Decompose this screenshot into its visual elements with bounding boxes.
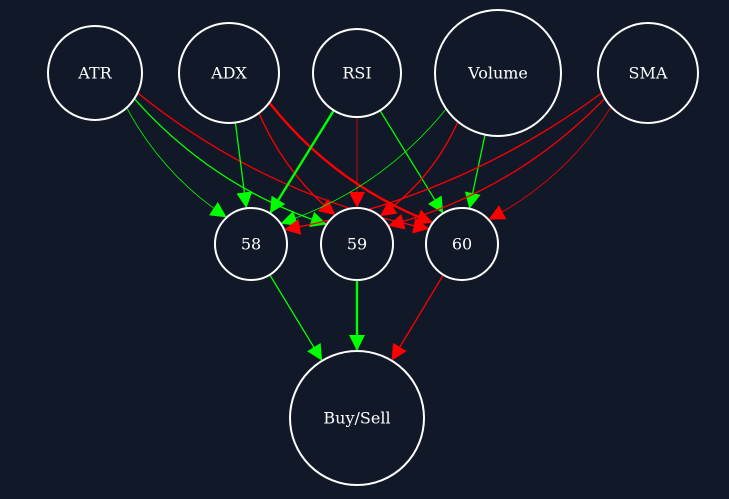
node-adx-label: ADX [210,64,247,83]
node-adx: ADX [178,22,280,124]
node-volume-circle [434,9,562,137]
edge-volume-to-h58 [280,108,447,227]
node-59-circle [320,207,394,281]
node-sma: SMA [597,22,699,124]
node-sma-label: SMA [629,64,668,83]
node-58-circle [214,207,288,281]
node-buy-sell-circle [289,350,425,486]
node-buy-sell: Buy/Sell [289,350,425,486]
node-atr-label: ATR [77,64,112,83]
node-adx-circle [178,22,280,124]
edge-adx-to-h60 [268,101,434,225]
node-59-label: 59 [347,235,367,254]
edge-volume-to-h59 [379,121,459,217]
nodes-layer: ATR ADX RSI Volume SMA 58 59 60 [47,9,699,486]
node-atr: ATR [47,25,143,121]
node-60-circle [425,207,499,281]
edge-h60-to-out [391,274,444,361]
node-rsi-label: RSI [342,64,371,83]
edge-atr-to-h60 [137,92,430,234]
node-rsi: RSI [312,28,402,118]
node-59: 59 [320,207,394,281]
edge-h58-to-out [269,274,323,362]
edge-volume-to-h60 [464,134,486,209]
edge-sma-to-h59 [387,97,606,230]
node-58: 58 [214,207,288,281]
node-58-label: 58 [241,235,261,254]
edge-atr-to-h59 [133,98,328,228]
node-rsi-circle [312,28,402,118]
node-atr-circle [47,25,143,121]
edge-adx-to-h58 [234,122,253,209]
node-buy-sell-label: Buy/Sell [323,409,390,428]
edge-rsi-to-h60 [379,110,444,214]
edge-sma-to-h60 [488,106,612,220]
node-volume-label: Volume [467,64,528,83]
node-volume: Volume [434,9,562,137]
node-60: 60 [425,207,499,281]
edge-rsi-to-h58 [268,109,335,215]
node-60-label: 60 [452,235,472,254]
node-sma-circle [597,22,699,124]
edge-atr-to-h58 [126,107,227,218]
